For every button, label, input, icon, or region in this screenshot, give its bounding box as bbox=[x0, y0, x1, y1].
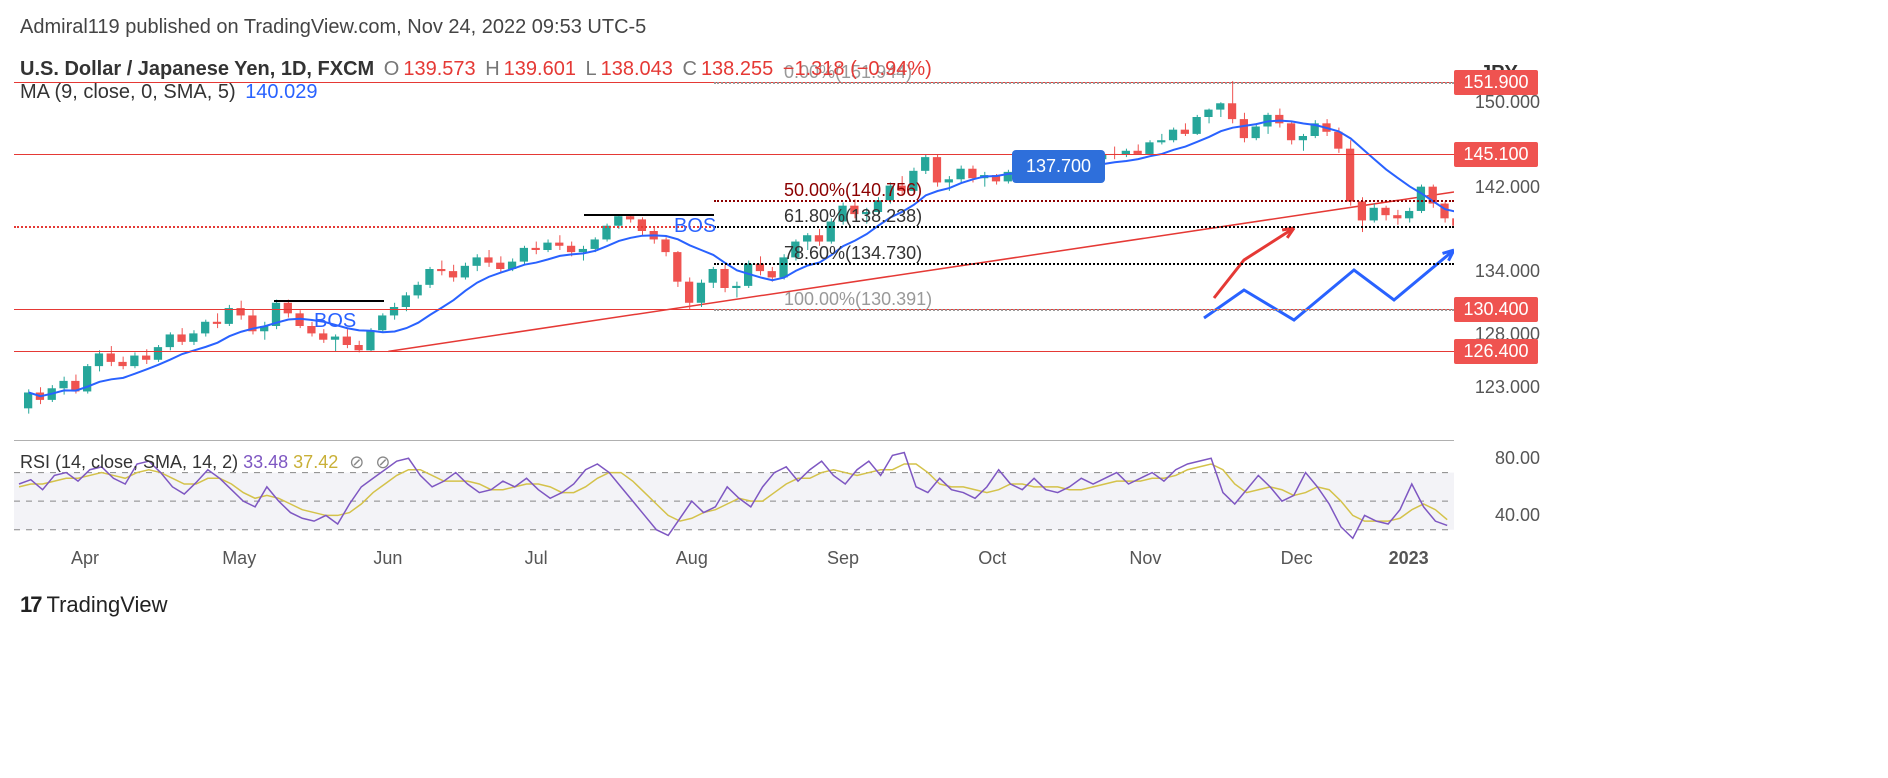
legend-row-ohlc: U.S. Dollar / Japanese Yen, 1D, FXCM O13… bbox=[20, 58, 936, 81]
symbol-label: U.S. Dollar / Japanese Yen, 1D, FXCM bbox=[20, 58, 374, 80]
ma-value: 140.029 bbox=[245, 81, 317, 103]
low-label: L bbox=[586, 58, 597, 80]
rsi-label: RSI (14, close, SMA, 14, 2) bbox=[20, 452, 238, 472]
rsi-tick: 40.00 bbox=[1460, 505, 1540, 526]
time-tick: Nov bbox=[1129, 548, 1161, 569]
high-label: H bbox=[485, 58, 499, 80]
rsi-sma-value: 37.42 bbox=[293, 452, 338, 472]
time-tick: Dec bbox=[1281, 548, 1313, 569]
rsi-value: 33.48 bbox=[243, 452, 288, 472]
price-tick: 150.000 bbox=[1460, 92, 1540, 113]
price-tick: 142.000 bbox=[1460, 177, 1540, 198]
price-chart[interactable]: 0.00%(151.944)50.00%(140.756)61.80%(138.… bbox=[14, 60, 1454, 440]
ma-label: MA (9, close, 0, SMA, 5) bbox=[20, 81, 236, 103]
price-level-tag: 130.400 bbox=[1454, 297, 1538, 322]
fib-label: 100.00%(130.391) bbox=[784, 289, 932, 310]
legend-row-ma: MA (9, close, 0, SMA, 5) 140.029 bbox=[20, 81, 936, 104]
price-tick: 134.000 bbox=[1460, 261, 1540, 282]
level-line bbox=[14, 154, 1454, 155]
bos-label: BOS bbox=[314, 310, 356, 333]
time-tick: Jul bbox=[525, 548, 548, 569]
rsi-band-icon: ⊘ bbox=[349, 452, 364, 472]
fib-label: 61.80%(138.238) bbox=[784, 206, 922, 227]
price-tick: 123.000 bbox=[1460, 377, 1540, 398]
publish-header: Admiral119 published on TradingView.com,… bbox=[0, 0, 1888, 47]
time-tick: Apr bbox=[71, 548, 99, 569]
high-value: 139.601 bbox=[504, 58, 576, 80]
open-value: 139.573 bbox=[403, 58, 475, 80]
price-axis: 150.000142.000134.000128.000123.000151.9… bbox=[1460, 60, 1560, 440]
bos-label: BOS bbox=[674, 215, 716, 238]
close-label: C bbox=[682, 58, 696, 80]
close-value: 138.255 bbox=[701, 58, 773, 80]
time-tick: Aug bbox=[676, 548, 708, 569]
price-level-tag: 145.100 bbox=[1454, 142, 1538, 167]
time-tick: May bbox=[222, 548, 256, 569]
chart-legend: U.S. Dollar / Japanese Yen, 1D, FXCM O13… bbox=[20, 58, 936, 104]
rsi-tick: 80.00 bbox=[1460, 448, 1540, 469]
rsi-band-icon: ⊘ bbox=[375, 452, 390, 472]
bos-line bbox=[274, 300, 384, 302]
open-label: O bbox=[384, 58, 400, 80]
time-tick: Oct bbox=[978, 548, 1006, 569]
low-value: 138.043 bbox=[601, 58, 673, 80]
price-callout: 137.700 bbox=[1012, 150, 1105, 183]
change-value: −1.318 (−0.94%) bbox=[783, 58, 932, 80]
time-tick: 2023 bbox=[1389, 548, 1429, 569]
tv-glyph-icon: 17 bbox=[20, 592, 40, 617]
level-line bbox=[14, 351, 1454, 352]
rsi-legend: RSI (14, close, SMA, 14, 2) 33.48 37.42 … bbox=[20, 452, 390, 473]
rsi-axis: 80.00 40.00 bbox=[1460, 444, 1560, 544]
time-tick: Sep bbox=[827, 548, 859, 569]
time-tick: Jun bbox=[373, 548, 402, 569]
price-level-tag: 126.400 bbox=[1454, 339, 1538, 364]
tradingview-logo: 17TradingView bbox=[20, 592, 168, 618]
fib-label: 50.00%(140.756) bbox=[784, 180, 922, 201]
price-svg bbox=[14, 60, 1454, 440]
price-level-tag: 151.900 bbox=[1454, 70, 1538, 95]
time-axis: Apr May Jun Jul Aug Sep Oct Nov Dec 2023 bbox=[14, 548, 1454, 578]
tv-logo-text: TradingView bbox=[46, 592, 167, 617]
fib-label: 78.60%(134.730) bbox=[784, 243, 922, 264]
